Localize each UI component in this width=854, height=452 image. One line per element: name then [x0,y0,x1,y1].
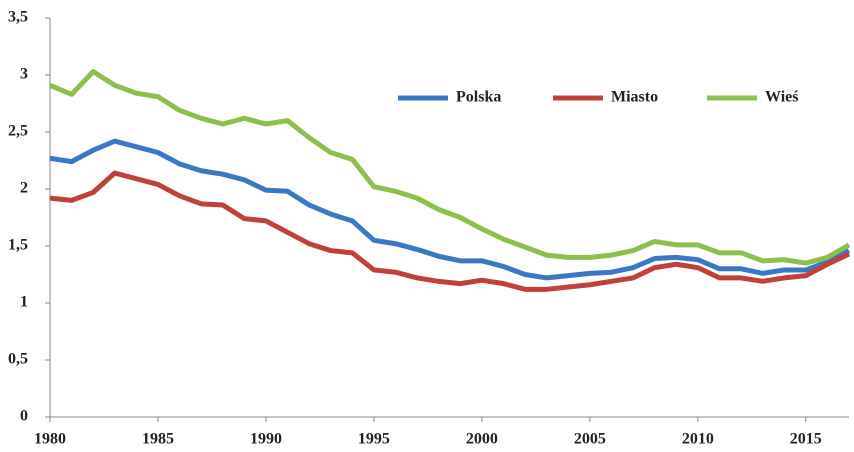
legend-label: Wieś [765,89,798,106]
series-line [49,170,851,292]
series-line [49,138,851,281]
y-tick-label: 0,5 [8,351,28,368]
y-tick-label: 2,5 [8,123,28,140]
x-tick-label: 2010 [682,431,714,448]
x-tick-label: 1985 [142,431,174,448]
x-tick-label: 2005 [574,431,606,448]
y-tick-label: 3 [20,66,28,83]
x-tick-label: 1995 [358,431,390,448]
y-tick-label: 0 [20,408,28,425]
y-tick-label: 1 [20,294,28,311]
y-tick-label: 1,5 [8,237,28,254]
y-tick-label: 3,5 [8,9,28,26]
legend-label: Polska [456,89,501,106]
x-tick-label: 2015 [790,431,822,448]
x-tick-label: 1990 [250,431,282,448]
x-tick-label: 1980 [34,431,66,448]
series-line [49,69,851,266]
x-tick-label: 2000 [466,431,498,448]
legend-label: Miasto [611,89,658,106]
y-tick-label: 2 [20,180,28,197]
